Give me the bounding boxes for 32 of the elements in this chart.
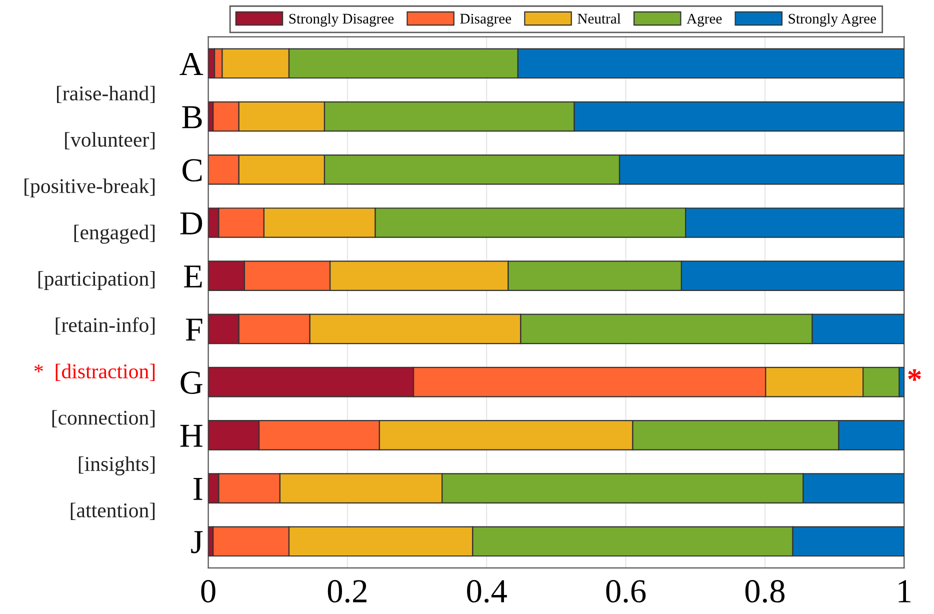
text: [retain-info] — [56, 317, 155, 335]
text: [insights] — [78, 456, 155, 476]
y-tick-label: J — [191, 531, 203, 554]
x-tick-label: 0.8 — [745, 580, 785, 603]
y-tick-label: F — [186, 318, 202, 341]
text: [engaged] — [74, 224, 155, 244]
legend-label: Agree — [686, 14, 722, 27]
text: * [distraction] — [34, 364, 155, 382]
y-tick-label: C — [182, 159, 202, 182]
x-tick-label: 0.4 — [467, 580, 507, 603]
x-tick-label: 1 — [898, 580, 910, 602]
text: [participation] — [38, 271, 155, 290]
text: [connection] — [52, 410, 155, 428]
text: [volunteer] — [65, 132, 155, 150]
text: [positive-break] — [24, 178, 155, 198]
x-tick-label: 0 — [201, 580, 216, 603]
x-tick-label: 0.2 — [328, 580, 366, 603]
y-tick-label: I — [194, 478, 202, 500]
legend-label: Strongly Disagree — [289, 13, 394, 27]
y-tick-label: H — [180, 424, 202, 447]
text: [raise-hand] — [57, 86, 155, 104]
text: [attention] — [70, 502, 155, 520]
y-tick-label: D — [180, 212, 202, 234]
legend-label: Strongly Agree — [788, 13, 876, 27]
legend-label: Disagree — [460, 14, 512, 27]
legend-label: Neutral — [578, 13, 621, 24]
x-tick-label: 0.6 — [606, 580, 646, 603]
y-tick-label: E — [184, 266, 202, 288]
y-tick-label: B — [182, 106, 202, 128]
annotation: * — [908, 369, 921, 381]
y-tick-label: G — [180, 372, 202, 394]
y-tick-label: A — [180, 52, 204, 75]
